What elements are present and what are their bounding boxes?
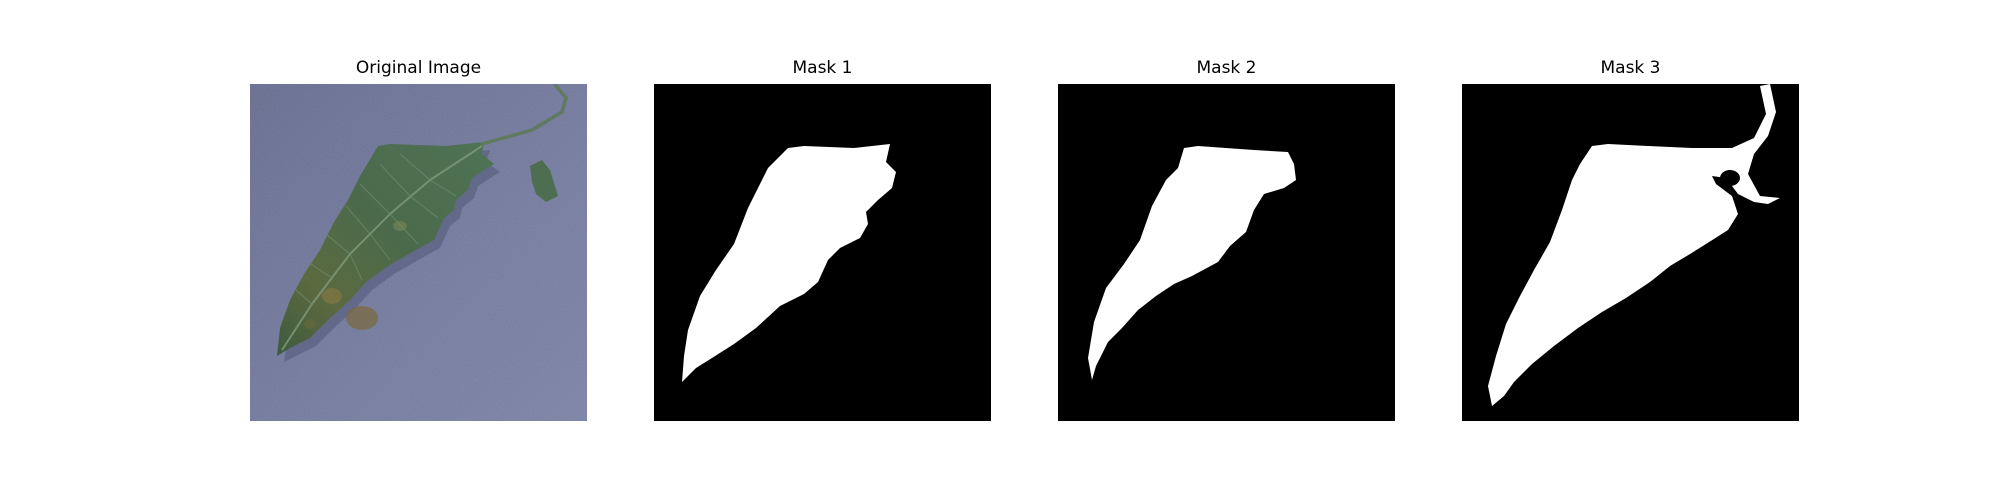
mask-image — [1058, 84, 1395, 421]
leaflet — [530, 160, 558, 202]
panel-mask-1: Mask 1 — [654, 0, 991, 500]
mask-image — [654, 84, 991, 421]
panel-original-image: Original Image — [250, 0, 587, 500]
panel-mask-2: Mask 2 — [1058, 0, 1395, 500]
mask-region — [682, 144, 896, 382]
leaf-spot — [346, 306, 378, 330]
panel-title: Original Image — [355, 58, 482, 78]
panel-title: Mask 3 — [1600, 58, 1661, 78]
mask-region — [1488, 84, 1780, 406]
leaf-stem — [480, 84, 568, 146]
panel-title: Mask 2 — [1196, 58, 1257, 78]
panel-mask-3: Mask 3 — [1462, 0, 1799, 500]
panel-title: Mask 1 — [792, 58, 853, 78]
mask-region — [1088, 146, 1296, 380]
mask-image — [1462, 84, 1799, 421]
leaf-photo — [250, 84, 587, 421]
mask-hole — [1720, 170, 1740, 186]
mask-background — [1058, 84, 1395, 421]
